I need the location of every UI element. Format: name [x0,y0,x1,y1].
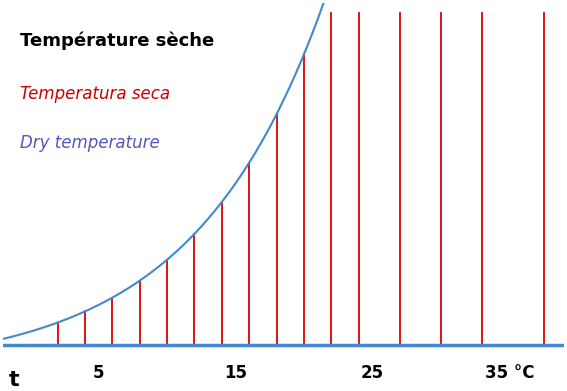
Text: t: t [9,370,19,390]
Text: Dry temperature: Dry temperature [20,135,159,152]
Text: Température sèche: Température sèche [20,31,214,50]
Text: Temperatura seca: Temperatura seca [20,84,170,102]
